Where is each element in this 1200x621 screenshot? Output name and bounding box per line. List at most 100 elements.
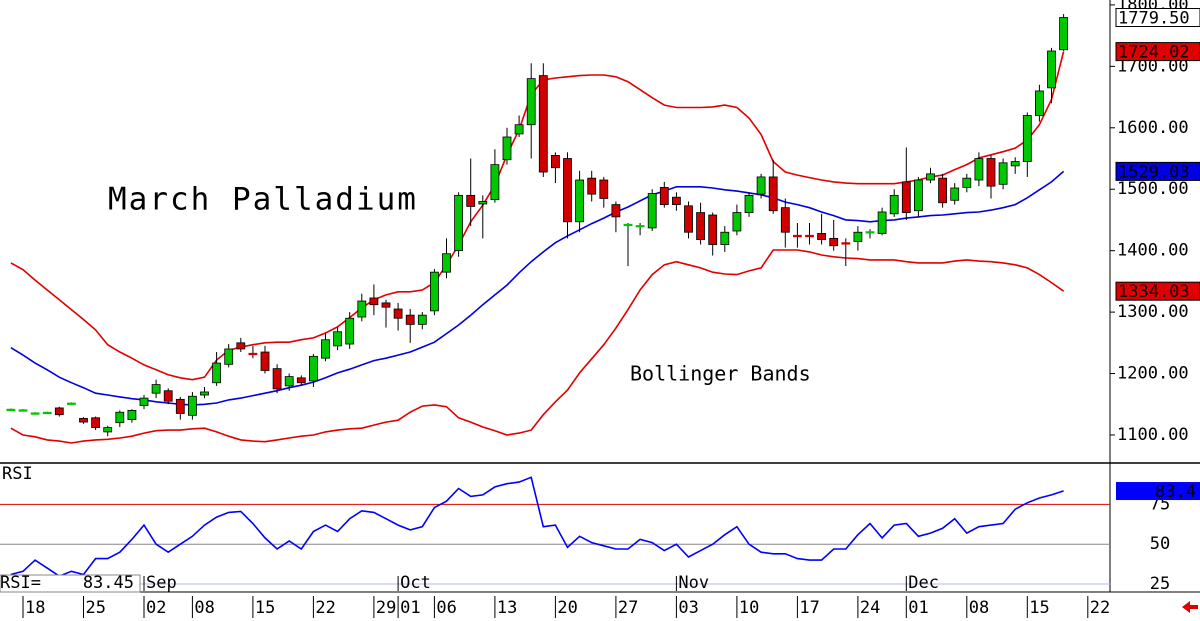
candle-body [321,339,330,359]
candle-body [635,225,645,228]
candle-body [478,201,488,205]
candle-body [647,193,657,229]
candle-body [926,173,935,181]
candle-body [67,402,76,405]
x-tick-label: 15 [1029,598,1049,618]
candle-body [454,194,464,252]
candle-body [805,234,814,238]
candle-body [6,408,16,412]
price-tag-label: 1724.02 [1118,43,1190,63]
annotation: Bollinger Bands [630,362,811,386]
candle-body [175,398,185,414]
month-label: Oct [400,573,431,593]
rsi-tag-label: 83.4 [1155,482,1196,502]
candle-body [720,231,730,245]
rsi-title: RSI [2,464,33,484]
candle-body [526,78,536,126]
candle-body [151,384,161,394]
candle-body [623,223,633,227]
candle-body [611,204,621,218]
x-tick-label: 22 [1090,598,1110,618]
candle-body [974,158,984,181]
month-label: Dec [908,573,939,593]
x-tick-label: 10 [739,598,759,618]
candle-body [345,317,355,345]
candle-body [308,355,318,382]
candle-body [381,302,391,308]
candle-body [187,395,197,416]
candle-body [357,300,367,318]
candle-body [889,194,899,215]
candle-body [599,179,609,199]
candle-body [260,351,270,371]
x-tick-label: 25 [86,598,106,618]
candle-body [502,136,512,161]
x-tick-label: 24 [860,598,880,618]
candle-body [575,179,584,223]
candle-body [272,368,282,390]
x-tick-label: 08 [969,598,989,618]
candle-body [224,348,234,365]
y-tick-label: 1600.00 [1117,118,1189,138]
candle-body [768,176,778,212]
candle-body [901,181,911,213]
candle-body [405,314,415,325]
candle-body [829,237,839,247]
candle-body [696,212,705,241]
x-tick-label: 17 [799,598,819,618]
candle-body [417,314,427,325]
rsi-line [10,476,1064,577]
y-tick-label: 1700.00 [1117,56,1189,76]
candle-body [563,158,572,223]
candle-body [1010,161,1020,167]
candle-body [538,75,548,173]
candle-body [853,231,863,242]
candle-body [865,231,875,234]
candle-body [998,162,1008,185]
x-tick-label: 20 [557,598,577,618]
candle-body [54,407,64,416]
candle-body [200,391,209,396]
candle-body [369,297,379,306]
candle-body [780,207,790,233]
x-tick-label: 01 [908,598,928,618]
candle-body [236,342,246,350]
candle-body [127,409,137,421]
scroll-arrow[interactable] [1182,601,1198,613]
candle-body [672,196,681,205]
candle-body [115,411,125,424]
price-tag [1115,42,1200,62]
candle-body [333,331,343,347]
month-label: Sep [146,573,177,593]
x-tick-label: 29 [376,598,396,618]
x-tick-label: 03 [678,598,698,618]
candle-body [938,177,947,204]
rsi-readout-value: 83.45 [83,573,134,593]
candle-body [139,397,149,406]
y-tick-label: 1500.00 [1117,179,1189,199]
candle-body [30,412,40,415]
candle-body [1047,50,1056,89]
price-tag [1115,161,1200,181]
price-tag-label: 1779.50 [1118,9,1190,29]
candle-body [756,176,766,195]
band-line [10,249,1065,444]
price-tag [1115,281,1200,301]
candle-body [18,409,28,412]
rsi-tick-label: 25 [1150,574,1170,594]
candle-body [659,186,669,205]
candle-body [551,155,560,169]
x-tick-label: 01 [400,598,420,618]
y-tick-label: 1400.00 [1117,241,1189,261]
candle-body [490,164,500,201]
candle-body [1035,90,1044,116]
candle-body [284,376,294,387]
candle-body [732,212,742,232]
price-tag-label: 1334.03 [1118,282,1190,302]
rsi-tick-label: 50 [1150,534,1170,554]
month-label: Nov [678,573,709,593]
candle-body [744,194,754,213]
candle-body [42,411,52,415]
candle-body [296,377,306,384]
